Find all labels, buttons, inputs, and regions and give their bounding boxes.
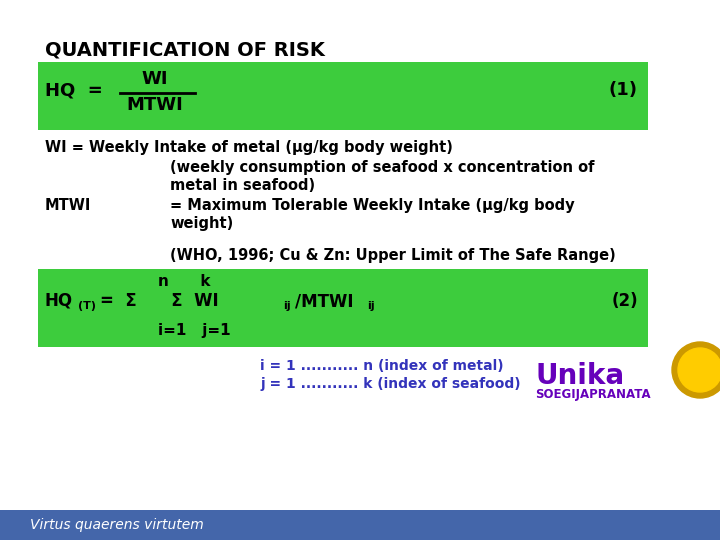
Bar (38, 62, 648, 130)
Bar (0, 510, 720, 540)
Text: MTWI: MTWI (127, 96, 184, 114)
Text: WI = Weekly Intake of metal (μg/kg body weight): WI = Weekly Intake of metal (μg/kg body … (45, 140, 453, 155)
Text: Virtus quaerens virtutem: Virtus quaerens virtutem (30, 518, 204, 532)
Text: MTWI: MTWI (45, 198, 91, 213)
Text: /MTWI: /MTWI (295, 292, 354, 310)
Text: (T): (T) (78, 301, 96, 311)
Text: i=1   j=1: i=1 j=1 (158, 323, 230, 339)
Text: metal in seafood): metal in seafood) (170, 178, 315, 193)
Text: HQ  =: HQ = (45, 81, 103, 99)
Text: (weekly consumption of seafood x concentration of: (weekly consumption of seafood x concent… (170, 160, 595, 175)
Bar (38, 269, 648, 347)
Circle shape (678, 348, 720, 392)
Text: ij: ij (283, 301, 291, 311)
Text: j = 1 ........... k (index of seafood): j = 1 ........... k (index of seafood) (260, 377, 521, 391)
Text: SOEGIJAPRANATA: SOEGIJAPRANATA (535, 388, 651, 401)
Text: ij: ij (367, 301, 374, 311)
Text: HQ: HQ (45, 292, 73, 310)
Text: QUANTIFICATION OF RISK: QUANTIFICATION OF RISK (45, 40, 325, 59)
Text: n      k: n k (158, 274, 210, 289)
Text: = Maximum Tolerable Weekly Intake (μg/kg body: = Maximum Tolerable Weekly Intake (μg/kg… (170, 198, 575, 213)
Text: =  Σ      Σ  WI: = Σ Σ WI (100, 292, 219, 310)
Text: (1): (1) (609, 81, 638, 99)
Text: (WHO, 1996; Cu & Zn: Upper Limit of The Safe Range): (WHO, 1996; Cu & Zn: Upper Limit of The … (170, 248, 616, 263)
Text: Unika: Unika (535, 362, 624, 390)
Circle shape (672, 342, 720, 398)
Text: (2): (2) (611, 292, 638, 310)
Text: WI: WI (142, 70, 168, 88)
Text: weight): weight) (170, 216, 233, 231)
Text: i = 1 ........... n (index of metal): i = 1 ........... n (index of metal) (260, 359, 503, 373)
